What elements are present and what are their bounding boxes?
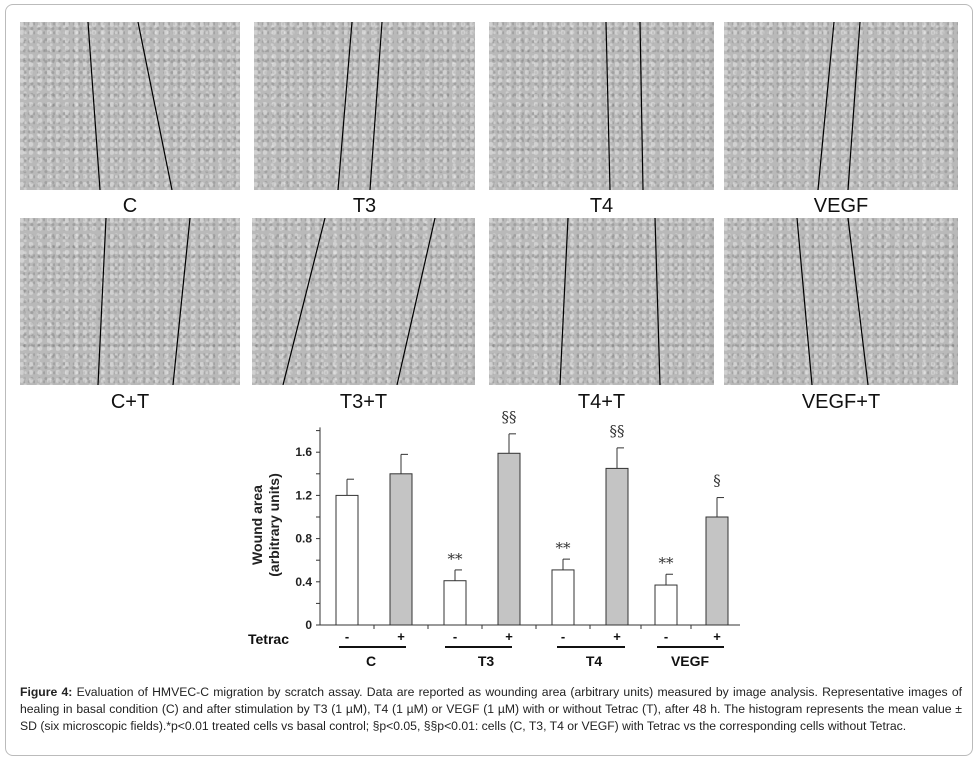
bar-t4: [551, 569, 575, 626]
micrograph-t4-plus-t: [489, 218, 714, 385]
bar-c-tetrac: [389, 473, 413, 626]
significance-annotation: **: [556, 539, 572, 557]
micrograph-label: T3: [352, 195, 377, 217]
wound-edge-line: [137, 22, 173, 190]
wound-edge-line: [97, 218, 107, 385]
micrograph-vegf-plus-t: [724, 218, 958, 385]
caption-lead: Figure 4:: [20, 685, 73, 699]
bar-t3: [443, 580, 467, 626]
tetrac-sign: +: [505, 629, 513, 644]
y-tick-label: 1.2: [295, 488, 312, 502]
bar-vegf: [654, 584, 678, 626]
figure-frame: [5, 4, 973, 756]
y-axis-label: (arbitrary units): [266, 473, 282, 576]
micrograph-c-plus-t: [20, 218, 240, 385]
group-label: C: [366, 653, 376, 669]
significance-annotation: §§: [610, 422, 625, 440]
wound-edge-line: [639, 22, 644, 190]
significance-annotation: §§: [502, 408, 517, 426]
group-label: VEGF: [671, 653, 710, 669]
tetrac-sign: +: [613, 629, 621, 644]
group-label: T4: [586, 653, 603, 669]
significance-annotation: **: [448, 550, 464, 568]
figure-caption: Figure 4: Evaluation of HMVEC-C migratio…: [20, 684, 962, 735]
micrograph-label: VEGF+T: [801, 391, 881, 413]
tetrac-sign: -: [664, 629, 668, 644]
micrograph-c: [20, 22, 240, 190]
micrograph-vegf: [724, 22, 958, 190]
y-tick-label: 0: [305, 618, 312, 632]
tetrac-sign: -: [561, 629, 565, 644]
bar-c: [335, 494, 359, 626]
wound-edge-line: [396, 218, 436, 385]
wound-edge-line: [369, 22, 383, 190]
significance-annotation: §: [713, 472, 721, 490]
micrograph-label: T4+T: [577, 391, 626, 413]
wound-area-bar-chart: 0 0.4 0.8 1.2 1.6 Wound area (arbitrary units)…: [248, 408, 740, 669]
group-label: T3: [478, 653, 495, 669]
micrograph-label: C: [122, 195, 138, 217]
wound-edge-line: [847, 218, 869, 385]
micrograph-label: T4: [589, 195, 614, 217]
tetrac-label: Tetrac: [248, 631, 289, 647]
wound-edge-line: [654, 218, 661, 385]
wound-edge-line: [817, 22, 835, 190]
wound-edge-line: [337, 22, 353, 190]
micrograph-label: C+T: [110, 391, 150, 413]
y-tick-label: 0.8: [295, 532, 312, 546]
micrograph-t3-plus-t: [252, 218, 475, 385]
y-axis-label: Wound area: [249, 485, 265, 565]
bar-t3-tetrac: [497, 452, 521, 626]
caption-text: Evaluation of HMVEC-C migration by scrat…: [20, 685, 962, 733]
bar-vegf-tetrac: [705, 516, 729, 626]
wound-edge-line: [282, 218, 326, 385]
tetrac-sign: -: [453, 629, 457, 644]
wound-edge-line: [605, 22, 611, 190]
y-tick-label: 0.4: [295, 575, 312, 589]
wound-edge-line: [559, 218, 569, 385]
micrograph-t4: [489, 22, 714, 190]
micrograph-label: T3+T: [339, 391, 388, 413]
micrograph-label: VEGF: [813, 195, 869, 217]
wound-edge-line: [172, 218, 191, 385]
tetrac-sign: -: [345, 629, 349, 644]
y-tick-label: 1.6: [295, 445, 312, 459]
wound-edge-line: [847, 22, 861, 190]
tetrac-sign: +: [713, 629, 721, 644]
significance-annotation: **: [659, 554, 675, 572]
wound-edge-line: [796, 218, 813, 385]
micrograph-t3: [254, 22, 475, 190]
wound-edge-line: [87, 22, 101, 190]
bar-t4-tetrac: [605, 467, 629, 626]
tetrac-sign: +: [397, 629, 405, 644]
